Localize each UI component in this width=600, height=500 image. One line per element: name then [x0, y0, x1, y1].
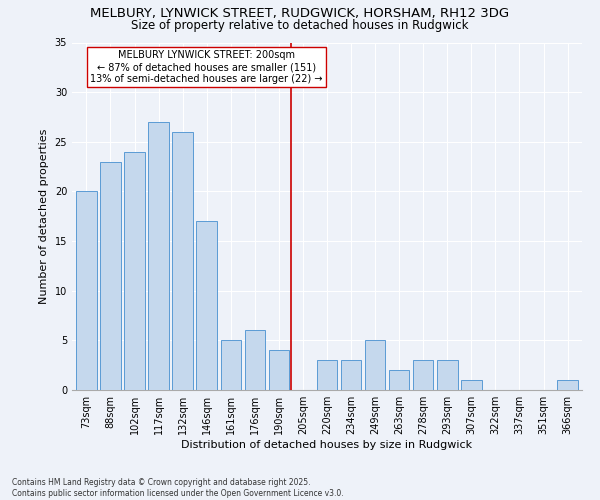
- Bar: [100, 162, 121, 390]
- Bar: [124, 152, 145, 390]
- Bar: [341, 360, 361, 390]
- Bar: [557, 380, 578, 390]
- X-axis label: Distribution of detached houses by size in Rudgwick: Distribution of detached houses by size …: [181, 440, 473, 450]
- Text: MELBURY LYNWICK STREET: 200sqm
← 87% of detached houses are smaller (151)
13% of: MELBURY LYNWICK STREET: 200sqm ← 87% of …: [91, 50, 323, 84]
- Text: Contains HM Land Registry data © Crown copyright and database right 2025.
Contai: Contains HM Land Registry data © Crown c…: [12, 478, 344, 498]
- Bar: [196, 221, 217, 390]
- Bar: [437, 360, 458, 390]
- Bar: [76, 192, 97, 390]
- Bar: [221, 340, 241, 390]
- Bar: [413, 360, 433, 390]
- Y-axis label: Number of detached properties: Number of detached properties: [39, 128, 49, 304]
- Bar: [365, 340, 385, 390]
- Bar: [172, 132, 193, 390]
- Bar: [269, 350, 289, 390]
- Bar: [461, 380, 482, 390]
- Bar: [245, 330, 265, 390]
- Bar: [317, 360, 337, 390]
- Bar: [148, 122, 169, 390]
- Text: MELBURY, LYNWICK STREET, RUDGWICK, HORSHAM, RH12 3DG: MELBURY, LYNWICK STREET, RUDGWICK, HORSH…: [91, 8, 509, 20]
- Bar: [389, 370, 409, 390]
- Text: Size of property relative to detached houses in Rudgwick: Size of property relative to detached ho…: [131, 19, 469, 32]
